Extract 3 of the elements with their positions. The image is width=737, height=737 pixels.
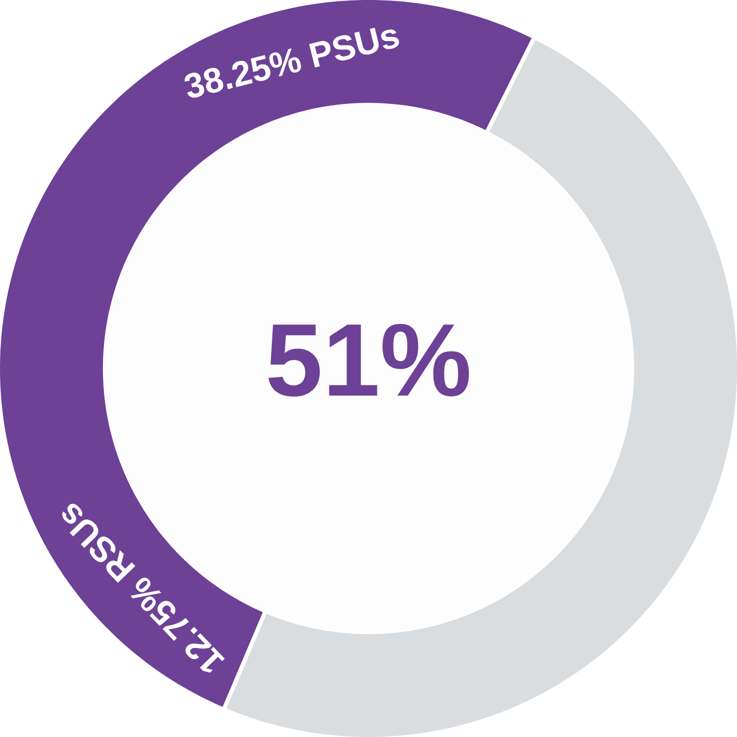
slice-label: PSUs: [309, 28, 400, 68]
data-label: 38.25%: [184, 48, 301, 98]
text: 51%: [268, 324, 469, 397]
